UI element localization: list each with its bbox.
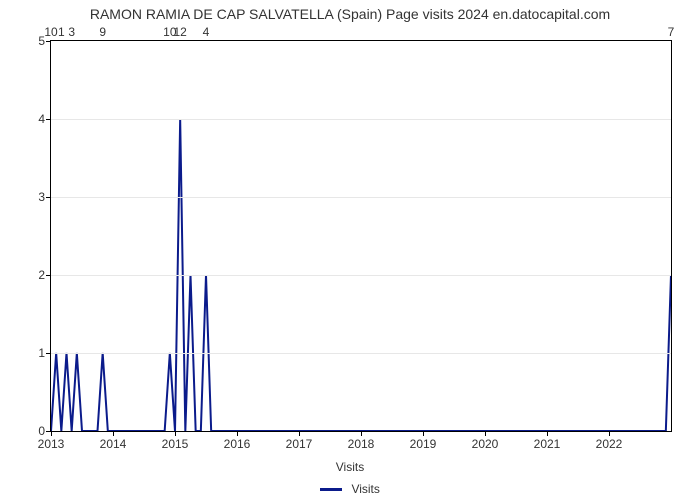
ytick-label: 2	[38, 268, 45, 282]
x-axis-label: Visits	[0, 460, 700, 474]
xtick-mark	[485, 431, 486, 436]
data-point-label: 7	[668, 25, 675, 39]
xtick-mark	[609, 431, 610, 436]
legend: Visits	[0, 482, 700, 496]
xtick-mark	[51, 431, 52, 436]
gridline	[51, 275, 671, 276]
xtick-label: 2016	[224, 437, 251, 451]
ytick-label: 3	[38, 190, 45, 204]
xtick-label: 2021	[534, 437, 561, 451]
xtick-label: 2022	[596, 437, 623, 451]
xtick-label: 2017	[286, 437, 313, 451]
ytick-label: 0	[38, 424, 45, 438]
ytick-label: 1	[38, 346, 45, 360]
data-point-label: 1	[58, 25, 65, 39]
data-point-label: 4	[203, 25, 210, 39]
gridline	[51, 197, 671, 198]
xtick-mark	[299, 431, 300, 436]
xtick-mark	[547, 431, 548, 436]
chart-container: RAMON RAMIA DE CAP SALVATELLA (Spain) Pa…	[0, 0, 700, 500]
ytick-mark	[46, 197, 51, 198]
legend-label: Visits	[351, 482, 379, 496]
xtick-label: 2020	[472, 437, 499, 451]
xtick-label: 2015	[162, 437, 189, 451]
xtick-label: 2014	[100, 437, 127, 451]
xtick-mark	[175, 431, 176, 436]
gridline	[51, 119, 671, 120]
ytick-mark	[46, 353, 51, 354]
xtick-label: 2018	[348, 437, 375, 451]
xtick-mark	[361, 431, 362, 436]
ytick-mark	[46, 275, 51, 276]
data-point-label: 10	[44, 25, 57, 39]
ytick-label: 4	[38, 112, 45, 126]
chart-title: RAMON RAMIA DE CAP SALVATELLA (Spain) Pa…	[0, 6, 700, 22]
legend-swatch	[320, 488, 342, 491]
ytick-mark	[46, 119, 51, 120]
data-point-label: 9	[99, 25, 106, 39]
line-path	[51, 41, 671, 431]
xtick-label: 2019	[410, 437, 437, 451]
xtick-mark	[423, 431, 424, 436]
plot-area: 0123452013201420152016201720182019202020…	[50, 40, 672, 432]
gridline	[51, 353, 671, 354]
data-point-label: 12	[173, 25, 186, 39]
data-point-label: 3	[68, 25, 75, 39]
xtick-mark	[237, 431, 238, 436]
ytick-mark	[46, 41, 51, 42]
xtick-mark	[113, 431, 114, 436]
xtick-label: 2013	[38, 437, 65, 451]
